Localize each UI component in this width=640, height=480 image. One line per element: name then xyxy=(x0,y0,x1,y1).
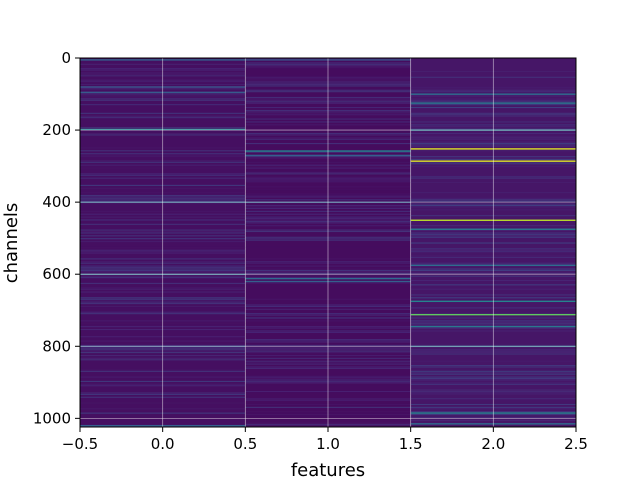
y-axis-ticks: 0 200 400 600 800 1000 xyxy=(33,49,80,427)
x-tick-label: 0.5 xyxy=(233,435,257,453)
y-tick-label: 800 xyxy=(42,337,71,355)
y-tick-label: 600 xyxy=(42,265,71,283)
x-tick-label: 1.0 xyxy=(316,435,340,453)
x-tick-label: 0.0 xyxy=(151,435,175,453)
grid-lines xyxy=(80,58,576,427)
y-tick-label: 400 xyxy=(42,193,71,211)
x-tick-label: 2.0 xyxy=(481,435,505,453)
x-axis-label: features xyxy=(291,460,365,480)
x-tick-label: 1.5 xyxy=(399,435,423,453)
y-tick-label: 1000 xyxy=(33,409,71,427)
x-tick-label: −0.5 xyxy=(62,435,98,453)
y-axis-label: channels xyxy=(1,203,22,284)
y-tick-label: 200 xyxy=(42,121,71,139)
y-tick-label: 0 xyxy=(61,49,71,67)
x-axis-ticks: −0.5 0.0 0.5 1.0 1.5 2.0 2.5 xyxy=(62,427,588,453)
x-tick-label: 2.5 xyxy=(564,435,588,453)
